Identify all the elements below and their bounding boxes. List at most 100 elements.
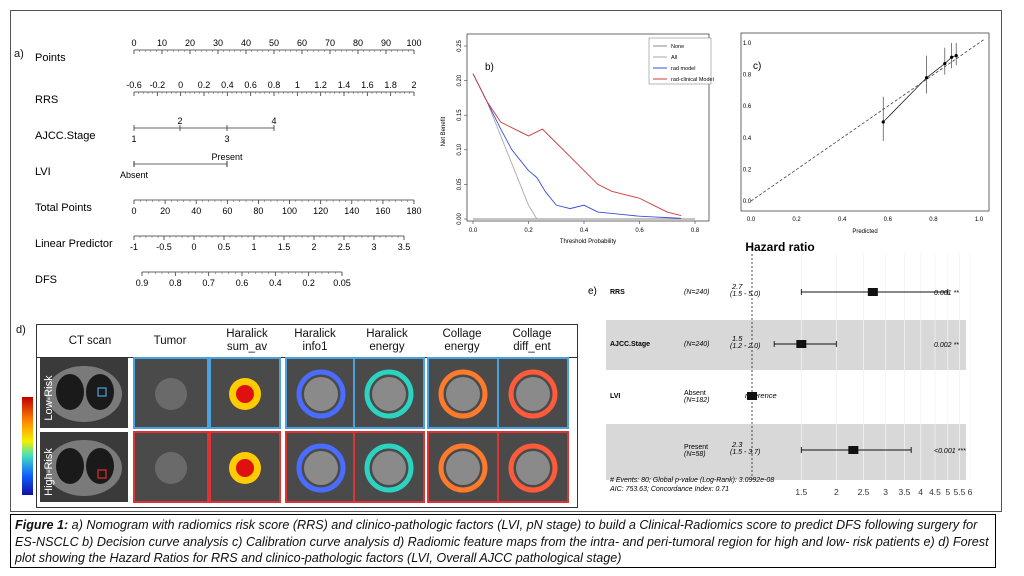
forest-row-n: (N=240) — [684, 341, 709, 348]
forest-row-group: Present — [684, 444, 708, 451]
y-tick-label: 0.05 — [457, 178, 463, 190]
nomogram-tick-label: 1 — [131, 134, 136, 144]
nomogram-tick-label: 1 — [295, 80, 300, 90]
calibration-point — [954, 54, 958, 58]
nomogram-tick-label: 0.8 — [268, 80, 281, 90]
nomogram-tick-label: 100 — [406, 38, 421, 48]
haralick-core — [236, 385, 254, 403]
peritumoral-ring — [508, 443, 558, 493]
nomogram-tick-label: 3 — [224, 134, 229, 144]
tumor-core — [304, 377, 338, 411]
nomogram-tick-label: 20 — [185, 38, 195, 48]
forest-row-hr: 2.3 — [731, 440, 743, 449]
nomogram-tick-label: 140 — [344, 206, 359, 216]
y-tick-label: 0.6 — [743, 104, 752, 110]
nomogram-row-label: RRS — [35, 94, 58, 106]
figure-caption: Figure 1: a) Nomogram with radiomics ris… — [10, 514, 996, 568]
decision-curve-panel: 0.0 0.2 0.4 0.6 0.8 0.00 0.05 0.10 0.15 0.20 0.25 T… — [437, 14, 719, 249]
nomogram-tick-label: 0.05 — [333, 278, 351, 286]
figure-frame — [10, 10, 1002, 512]
calibration-point — [924, 76, 929, 80]
nomogram-tick-label: -0.6 — [126, 80, 142, 90]
x-tick-label: 3 — [883, 487, 888, 497]
nomogram-tick-label: 10 — [157, 38, 167, 48]
risk-label: Low-Risk — [43, 375, 55, 421]
nomogram-tick-label: 80 — [253, 206, 263, 216]
forest-title: Hazard ratio — [745, 240, 814, 254]
x-tick-label: 0.0 — [747, 217, 756, 223]
nomogram-tick-label: 40 — [241, 38, 251, 48]
nomogram-tick-label: 0 — [191, 242, 196, 252]
nomogram-row-label: Linear Predictor — [35, 238, 113, 250]
x-tick-label: 5.5 — [953, 487, 965, 497]
forest-row-p: 0.002 ** — [934, 342, 959, 349]
nomogram-tick-label: 160 — [375, 206, 390, 216]
y-tick-label: 0.0 — [743, 199, 752, 205]
calibration-chart: 0.0 0.2 0.4 0.6 0.8 1.0 0.0 0.2 0.4 0.6 0.8 1.0 Pred… — [740, 32, 990, 235]
x-tick-label: 6 — [968, 487, 973, 497]
nomogram-tick-label: 0 — [131, 206, 136, 216]
nomogram-tick-label: 3 — [371, 242, 376, 252]
forest-footer: # Events: 80; Global p-value (Log-Rank):… — [610, 477, 774, 484]
forest-row-p: <0.001 *** — [934, 448, 966, 455]
header-haralick-sum-av: Haralick sum_av — [226, 328, 268, 353]
panel-a-label: a) — [14, 48, 24, 60]
series-line-rad-model — [472, 73, 682, 219]
nomogram-tick-label: Present — [211, 152, 243, 162]
nomogram-tick-label: -0.5 — [156, 242, 172, 252]
tumor-core — [516, 451, 550, 485]
nomogram-tick-label: 120 — [313, 206, 328, 216]
nomogram-tick-label: 0.6 — [236, 278, 249, 286]
forest-row-n: (N=182) — [684, 397, 709, 404]
nomogram-tick-label: 2 — [411, 80, 416, 90]
nomogram-tick-label: 0.5 — [218, 242, 231, 252]
row-band — [606, 424, 966, 480]
nomogram-tick-label: Absent — [120, 170, 149, 180]
colorbar — [22, 397, 33, 495]
peritumoral-ring — [438, 443, 488, 493]
nomogram-tick-label: 1.5 — [278, 242, 291, 252]
nomogram-tick-label: 0.9 — [136, 278, 149, 286]
feature-map-grid: CT scan Tumor Haralick sum_av Haralick i… — [36, 324, 578, 508]
forest-row-n: (N=240) — [684, 289, 709, 296]
panel-d-label: d) — [16, 324, 26, 336]
forest-row-p: 0.001 ** — [934, 290, 959, 297]
peritumoral-ring — [508, 369, 558, 419]
nomogram-tick-label: 180 — [406, 206, 421, 216]
peritumoral-ring — [296, 443, 346, 493]
nomogram-tick-label: 80 — [353, 38, 363, 48]
tumor-core — [372, 451, 406, 485]
tumor-core — [372, 377, 406, 411]
nomogram-tick-label: -0.2 — [150, 80, 166, 90]
nomogram-tick-label: 0.8 — [169, 278, 182, 286]
header-collage-energy: Collage energy — [442, 328, 482, 353]
nomogram-tick-label: 1.8 — [384, 80, 397, 90]
forest-row-ci: (1.2 - 2.0) — [730, 343, 760, 350]
x-tick-label: 0.4 — [838, 217, 847, 223]
forest-plot: e) Hazard ratio 1.5 2 2.5 3 3.5 4 4.5 5 5.5 6 RRS (N=… — [588, 240, 973, 497]
forest-row-n: (N=58) — [684, 451, 706, 458]
x-tick-label: 3.5 — [899, 487, 911, 497]
nomogram-row-label: AJCC.Stage — [35, 130, 96, 142]
legend-entry: rad model — [671, 66, 695, 72]
forest-row-ci: (1.5 - 3.7) — [730, 449, 760, 456]
ct-lung-left — [56, 448, 84, 484]
y-tick-label: 0.2 — [743, 167, 752, 173]
header-ct-scan: CT scan — [68, 335, 112, 347]
ct-lung-right — [86, 374, 114, 410]
x-tick-label: 4 — [918, 487, 923, 497]
header-haralick-energy: Haralick energy — [366, 328, 408, 353]
forest-row-group: Absent — [684, 390, 706, 397]
y-tick-label: 0.8 — [743, 73, 752, 79]
header-tumor: Tumor — [153, 335, 187, 347]
nomogram-tick-label: 0.4 — [269, 278, 282, 286]
nomogram-tick-label: 1.4 — [338, 80, 351, 90]
risk-label: High-Risk — [43, 448, 55, 496]
nomogram-tick-label: 20 — [160, 206, 170, 216]
y-tick-label: 0.20 — [457, 74, 463, 86]
peritumoral-ring — [438, 369, 488, 419]
forest-footer: AIC: 753.63; Concordance Index: 0.71 — [609, 486, 729, 493]
nomogram-tick-label: 2 — [177, 116, 182, 126]
tumor-core — [446, 451, 480, 485]
